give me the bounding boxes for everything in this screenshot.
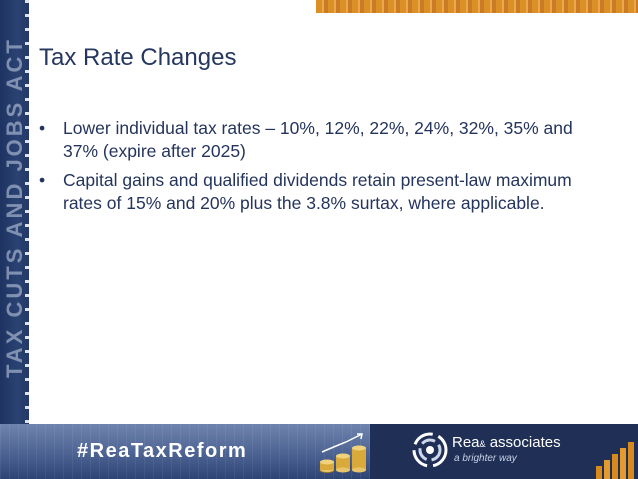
bullet-item: • Capital gains and qualified dividends … xyxy=(39,169,609,214)
bullet-list: • Lower individual tax rates – 10%, 12%,… xyxy=(39,117,609,221)
bullet-text: Lower individual tax rates – 10%, 12%, 2… xyxy=(63,118,573,161)
slide-title: Tax Rate Changes xyxy=(39,44,237,71)
bullet-symbol: • xyxy=(39,118,46,138)
coins-growth-icon xyxy=(319,433,366,473)
bullet-text: Capital gains and qualified dividends re… xyxy=(63,170,572,213)
top-decorative-strip xyxy=(316,0,638,13)
side-banner: TAX CUTS AND JOBS ACT xyxy=(0,0,29,424)
side-banner-ticks xyxy=(25,0,29,424)
orange-bars-icon xyxy=(596,442,634,479)
hashtag-text: #ReaTaxReform xyxy=(77,440,248,462)
bullet-symbol: • xyxy=(39,170,46,190)
rea-swirl-logo-icon xyxy=(412,432,448,468)
footer-hashtag-panel xyxy=(0,424,370,479)
footer-band: #ReaTaxReform Rea& associates xyxy=(0,424,638,479)
logo-tagline: a brighter way xyxy=(454,453,517,464)
rea-logo: Rea& associates a brighter way xyxy=(412,432,582,472)
logo-wordmark: Rea& associates xyxy=(452,434,561,451)
bullet-item: • Lower individual tax rates – 10%, 12%,… xyxy=(39,117,609,162)
